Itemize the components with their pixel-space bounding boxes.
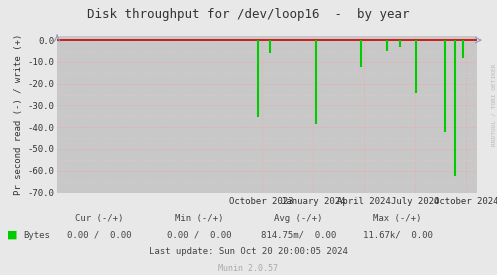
Text: 0.00 /  0.00: 0.00 / 0.00 bbox=[166, 231, 231, 240]
Text: 0.00 /  0.00: 0.00 / 0.00 bbox=[67, 231, 132, 240]
Text: Disk throughput for /dev/loop16  -  by year: Disk throughput for /dev/loop16 - by yea… bbox=[87, 8, 410, 21]
Text: 11.67k/  0.00: 11.67k/ 0.00 bbox=[363, 231, 432, 240]
Text: Min (-/+): Min (-/+) bbox=[174, 214, 223, 223]
Text: Cur (-/+): Cur (-/+) bbox=[75, 214, 124, 223]
Y-axis label: Pr second read (-) / write (+): Pr second read (-) / write (+) bbox=[14, 34, 23, 195]
Text: 814.75m/  0.00: 814.75m/ 0.00 bbox=[260, 231, 336, 240]
Text: RRDTOOL / TOBI OETIKER: RRDTOOL / TOBI OETIKER bbox=[491, 63, 496, 146]
Text: Avg (-/+): Avg (-/+) bbox=[274, 214, 323, 223]
Text: Munin 2.0.57: Munin 2.0.57 bbox=[219, 264, 278, 273]
Text: ■: ■ bbox=[7, 230, 18, 240]
Text: Max (-/+): Max (-/+) bbox=[373, 214, 422, 223]
Text: Last update: Sun Oct 20 20:00:05 2024: Last update: Sun Oct 20 20:00:05 2024 bbox=[149, 248, 348, 256]
Text: Bytes: Bytes bbox=[23, 231, 50, 240]
